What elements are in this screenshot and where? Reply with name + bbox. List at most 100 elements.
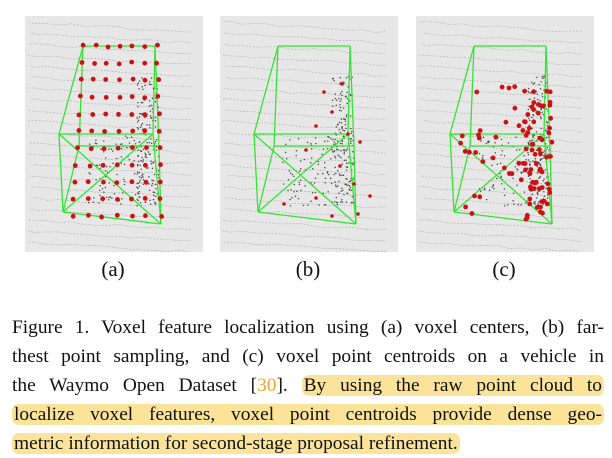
citation-link[interactable]: 30 [257, 375, 277, 396]
box-edge [62, 211, 162, 225]
box-edge [152, 133, 162, 225]
lidar-point [144, 201, 147, 204]
key-point [155, 93, 161, 99]
key-point [533, 179, 539, 185]
box-edge [273, 45, 279, 147]
lidar-point [346, 162, 348, 165]
lidar-point [337, 185, 339, 187]
key-point [117, 95, 123, 100]
lidar-point [543, 76, 545, 79]
key-point [529, 147, 535, 153]
lidar-point [342, 81, 345, 83]
lidar-point [288, 170, 291, 172]
key-point [86, 212, 91, 218]
lidar-point [310, 148, 313, 150]
figure-caption: Figure 1. Voxel feature localization usi… [12, 313, 604, 458]
lidar-point [533, 82, 536, 84]
lidar-point [339, 76, 342, 79]
lidar-point [493, 187, 495, 190]
lidar-point [341, 201, 344, 203]
lidar-point [534, 157, 537, 160]
lidar-point [124, 180, 126, 183]
lidar-point [130, 136, 133, 139]
lidar-point [153, 191, 156, 194]
scan-line [32, 164, 192, 176]
lidar-point [527, 151, 529, 154]
lidar-point [341, 127, 343, 130]
lidar-point [336, 203, 339, 206]
scan-line [27, 153, 192, 164]
lidar-point [531, 116, 533, 119]
lidar-point [335, 126, 338, 128]
box-edge [58, 45, 84, 135]
lidar-point [520, 171, 523, 174]
lidar-point [149, 203, 152, 205]
lidar-point [537, 203, 539, 205]
key-point [523, 167, 528, 173]
key-point [516, 123, 522, 129]
key-point [522, 88, 527, 94]
lidar-point [487, 141, 489, 144]
lidar-point [344, 120, 347, 123]
lidar-point [532, 83, 535, 85]
lidar-point [300, 189, 302, 192]
lidar-point [343, 151, 346, 153]
lidar-point [148, 141, 151, 144]
lidar-point [293, 175, 295, 177]
lidar-point [138, 80, 141, 82]
lidar-point [322, 172, 324, 175]
lidar-point [291, 173, 294, 176]
lidar-point [121, 143, 123, 145]
key-point [529, 104, 535, 110]
lidar-point [151, 107, 154, 110]
lidar-point [124, 135, 127, 137]
lidar-point [527, 144, 530, 146]
lidar-point [545, 187, 548, 190]
lidar-point [138, 116, 141, 118]
lidar-point [327, 135, 329, 138]
lidar-point [344, 118, 346, 121]
lidar-point [115, 143, 117, 145]
scan-line [419, 142, 583, 154]
key-point [529, 141, 535, 147]
key-point [115, 197, 120, 202]
lidar-point [546, 197, 549, 199]
lidar-point [116, 173, 118, 176]
key-point [547, 99, 553, 105]
key-point [531, 89, 537, 95]
key-point [117, 77, 122, 83]
lidar-point [152, 180, 155, 182]
box-edge [257, 211, 357, 225]
lidar-point [515, 136, 517, 138]
lidar-point [341, 174, 343, 177]
box-edge [253, 45, 279, 135]
lidar-point [136, 121, 139, 123]
lidar-point [536, 93, 538, 95]
lidar-point [306, 141, 309, 144]
lidar-point [140, 177, 143, 179]
caption-line-4: localize voxel features, voxel point cen… [12, 400, 604, 429]
key-point [538, 151, 543, 157]
lidar-point [335, 148, 338, 150]
lidar-point [137, 155, 140, 157]
key-point [512, 84, 518, 90]
lidar-point [332, 139, 334, 141]
lidar-point [337, 154, 339, 156]
lidar-point [345, 169, 348, 172]
lidar-point [512, 177, 514, 180]
lidar-point [529, 119, 531, 122]
lidar-point [123, 178, 125, 181]
lidar-point [329, 177, 332, 180]
lidar-point [317, 160, 320, 163]
lidar-point [333, 143, 335, 145]
lidar-point [345, 201, 348, 203]
lidar-point [95, 142, 98, 145]
lidar-point [517, 203, 519, 206]
lidar-point [294, 195, 297, 197]
box-edge [158, 145, 162, 225]
caption-line-5: metric information for second-stage prop… [12, 429, 604, 458]
key-point [537, 168, 543, 173]
lidar-point [345, 184, 348, 186]
scan-line [223, 219, 387, 231]
lidar-point [141, 77, 143, 79]
